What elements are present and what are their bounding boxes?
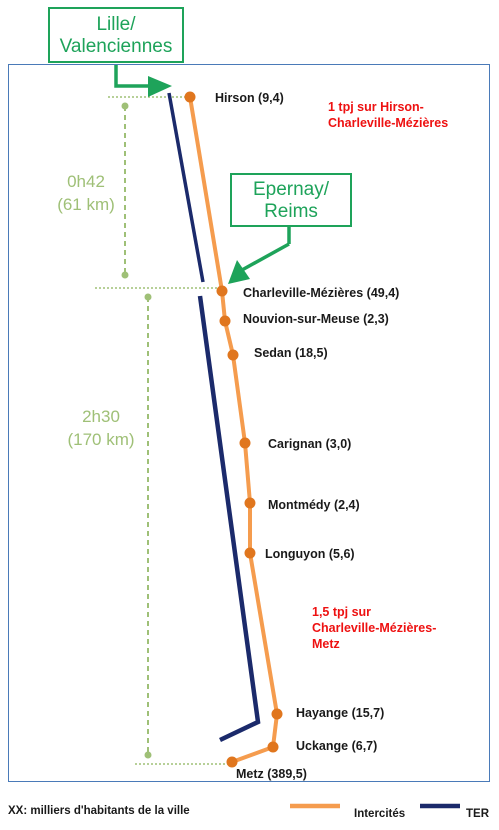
duration-south-time: 2h30 xyxy=(82,407,120,426)
frequency-note-north-line2: Charleville-Mézières xyxy=(328,116,449,130)
callout-lille-line1: Lille/ xyxy=(96,14,136,35)
station-label-hirson: Hirson (9,4) xyxy=(215,91,284,105)
station-label-hayange: Hayange (15,7) xyxy=(296,706,385,720)
station-label-metz: Metz (389,5) xyxy=(236,767,307,781)
lille-arrow-shaft xyxy=(114,65,152,88)
ter-line-south xyxy=(197,295,261,743)
station-dot-carignan xyxy=(239,437,251,449)
lille-arrow-head xyxy=(148,76,172,97)
station-dot-montmedy xyxy=(244,497,256,509)
station-dot-sedan xyxy=(227,349,239,361)
epernay-arrow-shaft xyxy=(241,242,290,272)
frequency-note-north: 1 tpj sur Hirson- Charleville-Mézières xyxy=(328,99,448,131)
diagram-frame xyxy=(8,64,490,782)
epernay-arrow-head xyxy=(228,260,250,284)
station-dot-hayange xyxy=(271,708,283,720)
station-dot-longuyon xyxy=(244,547,256,559)
callout-lille-line2: Valenciennes xyxy=(59,36,173,57)
legend-intercites-label: Intercités xyxy=(354,808,406,820)
frequency-note-south: 1,5 tpj sur Charleville-Mézières- Metz xyxy=(312,604,436,652)
legend-caption: XX: milliers d'habitants de la ville xyxy=(8,805,190,817)
north-bracket-bottom-dot xyxy=(121,271,129,279)
station-dot-metz xyxy=(226,756,238,768)
callout-epernay-reims: Epernay/ Reims xyxy=(230,173,352,227)
station-label-carignan: Carignan (3,0) xyxy=(268,437,352,451)
callout-epernay-line1: Epernay/ xyxy=(252,179,330,200)
station-dot-uckange xyxy=(267,741,279,753)
station-label-charleville: Charleville-Mézières (49,4) xyxy=(243,286,400,300)
duration-north-distance: (61 km) xyxy=(57,195,115,214)
duration-label-north: 0h42 (61 km) xyxy=(36,170,136,216)
station-label-uckange: Uckange (6,7) xyxy=(296,739,378,753)
callout-epernay-line2: Reims xyxy=(264,201,318,222)
legend-ter-label: TER xyxy=(466,808,489,820)
station-label-montmedy: Montmédy (2,4) xyxy=(268,498,360,512)
frequency-note-north-line1: 1 tpj sur Hirson- xyxy=(328,100,424,114)
station-label-nouvion: Nouvion-sur-Meuse (2,3) xyxy=(243,312,389,326)
station-dot-nouvion xyxy=(219,315,231,327)
station-label-sedan: Sedan (18,5) xyxy=(254,346,328,360)
callout-lille-valenciennes: Lille/ Valenciennes xyxy=(48,7,184,63)
station-dot-hirson xyxy=(184,91,196,103)
frequency-note-south-line3: Metz xyxy=(312,637,340,651)
intercites-line xyxy=(188,96,279,764)
duration-north-time: 0h42 xyxy=(67,172,105,191)
frequency-note-south-line2: Charleville-Mézières- xyxy=(312,621,437,635)
duration-south-distance: (170 km) xyxy=(67,430,135,449)
station-label-longuyon: Longuyon (5,6) xyxy=(265,547,355,561)
ter-line-north xyxy=(167,92,205,283)
north-bracket-top-dot xyxy=(121,102,129,110)
south-bracket-top-dot xyxy=(144,293,152,301)
station-dot-charleville xyxy=(216,285,228,297)
duration-label-south: 2h30 (170 km) xyxy=(46,405,156,451)
frequency-note-south-line1: 1,5 tpj sur xyxy=(312,605,372,619)
south-bracket-bottom-dot xyxy=(144,751,152,759)
